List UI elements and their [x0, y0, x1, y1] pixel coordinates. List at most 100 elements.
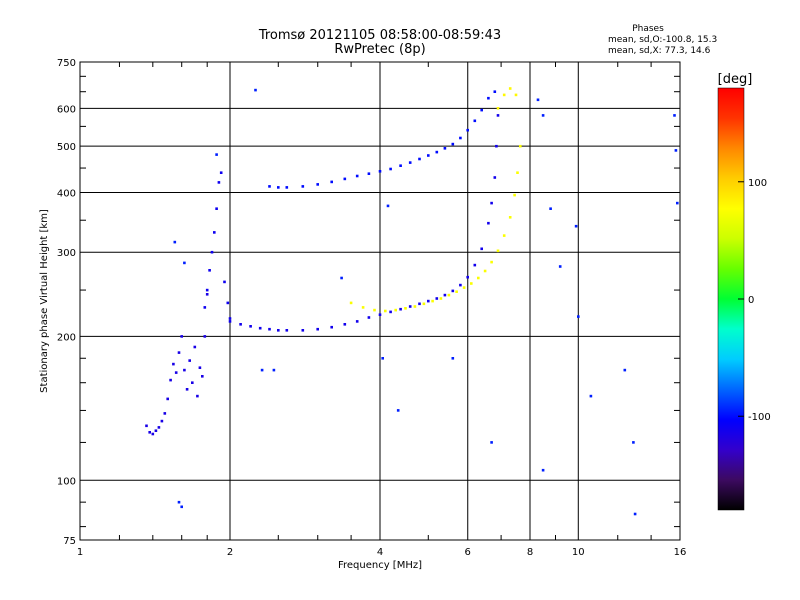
- plot-frame: [79, 61, 681, 541]
- x-tick-label: 2: [227, 547, 233, 558]
- echo-point: [316, 327, 319, 331]
- echo-point: [205, 293, 209, 296]
- echo-point: [355, 174, 359, 178]
- echo-point: [355, 320, 359, 323]
- x-axis-label: Frequency [MHz]: [338, 560, 422, 571]
- echo-point: [169, 378, 172, 382]
- echo-point: [408, 161, 412, 164]
- echo-point: [490, 201, 493, 205]
- echo-point: [151, 432, 155, 436]
- echo-point: [185, 388, 189, 391]
- y-tick-label: 75: [63, 536, 76, 547]
- echo-point: [473, 263, 477, 267]
- echo-point: [496, 107, 500, 110]
- echo-point: [215, 153, 218, 156]
- echo-point: [228, 317, 232, 320]
- echo-point: [172, 362, 175, 366]
- echo-point: [268, 185, 271, 188]
- echo-point: [473, 119, 477, 123]
- echo-point: [418, 302, 421, 306]
- y-tick-label: 400: [57, 188, 76, 199]
- plot-points: [145, 87, 679, 516]
- echo-point: [490, 260, 493, 264]
- echo-point: [183, 368, 186, 372]
- echo-point: [477, 276, 480, 280]
- echo-point: [493, 176, 497, 179]
- echo-point: [514, 93, 518, 97]
- echo-point: [361, 306, 365, 309]
- echo-point: [589, 394, 593, 398]
- echo-point: [203, 306, 207, 309]
- echo-point: [632, 441, 635, 444]
- echo-point: [431, 299, 434, 303]
- echo-point: [427, 154, 430, 157]
- echo-point: [343, 323, 347, 326]
- echo-point: [213, 231, 216, 234]
- echo-point: [349, 301, 353, 305]
- echo-point: [177, 351, 181, 354]
- echo-point: [422, 302, 426, 306]
- echo-point: [558, 265, 562, 268]
- echo-point: [285, 186, 289, 189]
- echo-point: [217, 181, 221, 184]
- echo-point: [173, 240, 177, 244]
- echo-point: [268, 327, 271, 331]
- x-tick-label: 8: [527, 547, 533, 558]
- echo-point: [180, 335, 183, 338]
- echo-point: [508, 87, 512, 90]
- echo-point: [260, 368, 264, 372]
- echo-point: [413, 305, 417, 308]
- echo-point: [443, 147, 447, 150]
- echo-point: [272, 368, 276, 372]
- echo-point: [443, 293, 447, 297]
- echo-point: [519, 144, 522, 148]
- y-tick-label: 600: [57, 104, 76, 115]
- echo-point: [389, 310, 392, 314]
- echo-point: [470, 282, 473, 285]
- echo-point: [502, 93, 506, 97]
- echo-point: [536, 98, 540, 102]
- echo-point: [386, 204, 390, 208]
- echo-point: [487, 96, 490, 100]
- echo-point: [343, 177, 347, 181]
- echo-point: [381, 357, 384, 360]
- echo-point: [455, 290, 458, 293]
- echo-point: [466, 275, 469, 279]
- echo-point: [239, 323, 242, 326]
- echo-point: [451, 142, 455, 146]
- echo-point: [196, 394, 199, 398]
- chart-subtitle: RwPretec (8p): [334, 42, 425, 57]
- echo-point: [160, 419, 164, 423]
- echo-point: [203, 335, 207, 338]
- echo-point: [541, 114, 545, 117]
- chart-title: Tromsø 20121105 08:58:00-08:59:43: [258, 28, 501, 43]
- echo-point: [480, 108, 483, 112]
- echo-point: [408, 305, 412, 308]
- y-tick-label: 300: [57, 248, 76, 259]
- echo-point: [496, 114, 500, 117]
- echo-point: [495, 144, 498, 148]
- echo-point: [676, 201, 679, 205]
- echo-point: [277, 186, 280, 189]
- echo-point: [285, 329, 289, 332]
- echo-point: [399, 307, 402, 311]
- echo-point: [373, 308, 376, 312]
- echo-point: [157, 426, 161, 429]
- echo-point: [316, 183, 319, 186]
- echo-point: [193, 345, 197, 349]
- echo-point: [330, 180, 333, 184]
- echo-point: [439, 297, 443, 300]
- echo-point: [254, 88, 257, 92]
- echo-point: [378, 170, 382, 173]
- echo-point: [188, 359, 191, 362]
- echo-point: [201, 375, 204, 378]
- echo-point: [427, 299, 430, 303]
- echo-point: [367, 316, 371, 319]
- plot-ticks: 1 2 4 6 8 10 16 75 100 200 300 400 500 600 750: [57, 58, 686, 558]
- echo-point: [340, 276, 343, 280]
- echo-point: [219, 171, 223, 174]
- echo-point: [490, 441, 493, 444]
- echo-point: [145, 424, 148, 428]
- echo-point: [223, 280, 226, 284]
- colorbar-tick-label: 0: [748, 295, 754, 306]
